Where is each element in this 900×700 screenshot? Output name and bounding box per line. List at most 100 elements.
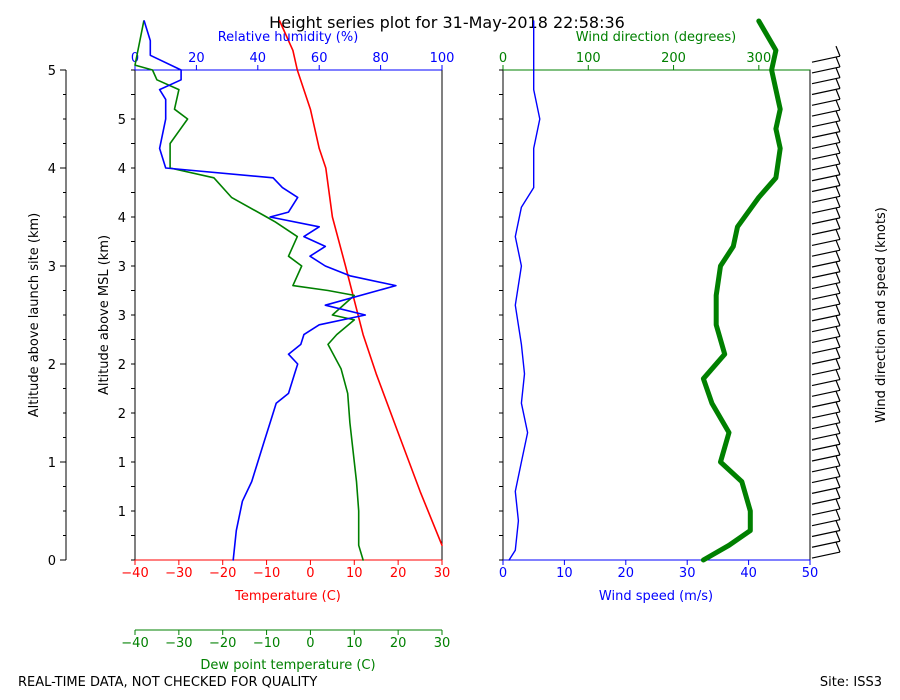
wind-barb-shaft	[811, 66, 841, 74]
wind-barb-flag	[835, 56, 841, 68]
inner-tick-label: 3	[118, 309, 126, 324]
humidity-tick-label: 20	[188, 51, 205, 66]
dewpoint-tick-label: −40	[121, 636, 148, 651]
wind-direction-tick-label: 200	[661, 51, 686, 66]
wind-barb-flag	[835, 358, 841, 370]
wind-barb-shaft	[811, 508, 841, 516]
wind-barb-flag	[835, 466, 841, 477]
wind-barb-shaft	[811, 346, 841, 354]
wind-barb-flag	[835, 45, 841, 57]
dewpoint-tick-label: −10	[253, 636, 280, 651]
wind-speed-tick-label: 10	[556, 566, 573, 581]
outer-ylabel: Altitude above launch site (km)	[27, 213, 42, 417]
dewpoint-tick-label: 20	[390, 636, 407, 651]
temperature-tick-label: 30	[434, 566, 451, 581]
wind-barb-flag	[835, 487, 841, 499]
wind-barb-flag	[835, 239, 841, 251]
wind-barb-flag	[835, 175, 841, 186]
wind-barb-flag	[835, 283, 841, 294]
inner-tick-label: 2	[118, 358, 126, 373]
wind-panel-yticks	[499, 69, 503, 561]
wind-barb-shaft	[811, 389, 841, 397]
humidity-axis: 0 20 40 60 80 100	[131, 51, 455, 71]
wind-barb-shaft	[811, 87, 841, 96]
wind-direction-tick-label: 300	[746, 51, 771, 66]
wind-barb-flag	[835, 531, 841, 542]
dewpoint-tick-label: −20	[209, 636, 236, 651]
wind-barb-flag	[835, 196, 841, 208]
humidity-tick-label: 40	[250, 51, 267, 66]
wind-barb-flag	[835, 401, 841, 413]
wind-barb-shaft	[811, 432, 841, 441]
wind-barbs	[811, 45, 841, 559]
wind-barb-flag	[835, 380, 841, 391]
temperature-tick-label: 0	[306, 566, 314, 581]
wind-barb-shaft	[811, 314, 841, 322]
wind-barb-shaft	[811, 174, 841, 182]
thermo-series	[134, 20, 443, 561]
inner-tick-label: 1	[118, 505, 126, 520]
wind-barb-shaft	[811, 497, 841, 505]
wind-barb-flag	[835, 142, 841, 154]
dewpoint-tick-label: 0	[306, 636, 314, 651]
temperature-tick-label: −20	[209, 566, 236, 581]
wind-speed-tick-label: 50	[802, 566, 819, 581]
wind-barb-shaft	[811, 443, 841, 451]
wind-direction-tick-label: 100	[576, 51, 601, 66]
wind-barb-shaft	[811, 400, 841, 408]
humidity-tick-label: 60	[311, 51, 328, 66]
wind-barb-flag	[835, 89, 841, 100]
wind-barb-shaft	[811, 540, 841, 548]
wind-barb-flag	[835, 132, 841, 143]
wind-barb-shaft	[811, 141, 841, 149]
wind-barb-flag	[835, 477, 841, 488]
humidity-tick-label: 100	[430, 51, 455, 66]
wind-speed-xlabel: Wind speed (m/s)	[599, 589, 713, 604]
wind-barb-shaft	[811, 206, 841, 214]
wind-barb-shaft	[811, 238, 841, 247]
outer-altitude-axis: 0 1 2 3 4 5	[48, 64, 67, 569]
wind-barb-flag	[835, 153, 841, 165]
wind-barb-flag	[835, 67, 841, 78]
wind-barb-flag	[835, 326, 841, 337]
wind-barb-flag	[835, 304, 841, 316]
inner-tick-label: 5	[118, 113, 126, 128]
wind-barb-shaft	[811, 422, 841, 430]
wind-barb-shaft	[811, 249, 841, 257]
wind-barb-shaft	[811, 109, 841, 117]
wind-barb-shaft	[811, 55, 841, 63]
outer-tick-label: 4	[48, 162, 56, 177]
wind-barb-shaft	[811, 271, 841, 279]
outer-tick-label: 0	[48, 554, 56, 569]
inner-ylabel: Altitude above MSL (km)	[97, 235, 112, 395]
temperature-tick-label: 20	[390, 566, 407, 581]
wind-barb-shaft	[811, 163, 841, 171]
wind-speed-tick-label: 20	[618, 566, 635, 581]
dewpoint-tick-label: 30	[434, 636, 451, 651]
footer-disclaimer: REAL-TIME DATA, NOT CHECKED FOR QUALITY	[18, 675, 317, 690]
inner-tick-label: 4	[118, 162, 126, 177]
outer-tick-label: 1	[48, 456, 56, 471]
wind-direction-line	[700, 18, 783, 563]
wind-series	[508, 18, 783, 563]
wind-barb-flag	[835, 229, 841, 240]
wind-direction-tick-label: 0	[499, 51, 507, 66]
wind-barb-flag	[835, 99, 841, 111]
wind-speed-tick-label: 40	[740, 566, 757, 581]
humidity-xlabel: Relative humidity (%)	[218, 30, 359, 45]
barb-label: Wind direction and speed (knots)	[874, 207, 889, 423]
wind-barb-shaft	[811, 475, 841, 484]
wind-barb-shaft	[811, 335, 841, 344]
inner-tick-label: 3	[118, 260, 126, 275]
wind-barb-flag	[835, 520, 841, 531]
wind-barb-flag	[835, 218, 841, 229]
humidity-line	[143, 20, 397, 561]
wind-direction-xlabel: Wind direction (degrees)	[576, 30, 736, 45]
dewpoint-tick-label: −30	[165, 636, 192, 651]
wind-barb-shaft	[811, 465, 841, 473]
wind-barb-shaft	[811, 325, 841, 333]
dewpoint-axis: −40 −30 −20 −10 0 10 20 30	[121, 629, 451, 651]
thermo-panel-frame	[134, 69, 443, 561]
inner-tick-label: 4	[118, 211, 126, 226]
